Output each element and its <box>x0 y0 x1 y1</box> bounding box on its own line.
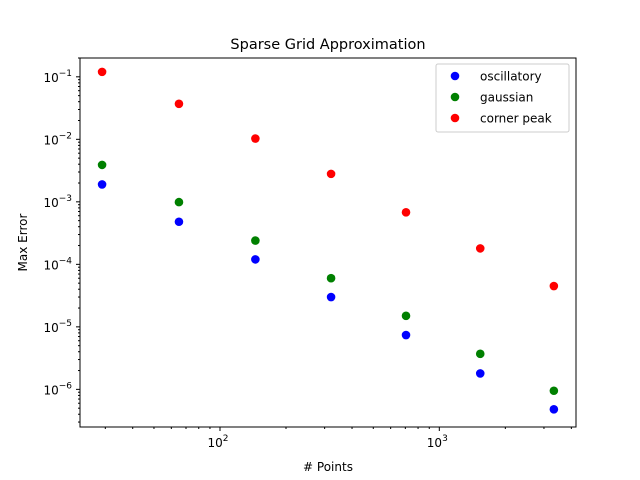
data-point <box>174 217 184 227</box>
data-point <box>549 281 559 291</box>
data-point <box>251 255 260 264</box>
data-point <box>549 404 559 414</box>
y-tick-label: 10−3 <box>43 194 72 210</box>
data-point <box>401 208 411 217</box>
data-point <box>549 386 559 396</box>
data-point <box>251 236 260 245</box>
y-tick-label-base: 10 <box>43 383 58 397</box>
y-tick-label-base: 10 <box>43 196 58 210</box>
data-point <box>326 169 336 179</box>
y-tick-label: 10−2 <box>43 131 72 147</box>
x-tick-label: 102 <box>207 434 228 450</box>
x-axis-title: # Points <box>303 460 353 474</box>
legend-marker <box>450 113 460 123</box>
y-tick-label-exp: −5 <box>59 319 72 329</box>
series-oscillatory <box>97 180 559 414</box>
x-tick-label: 103 <box>427 434 448 450</box>
axes-frame <box>79 57 577 428</box>
data-point <box>97 180 107 189</box>
y-tick-label-base: 10 <box>43 71 58 85</box>
y-tick-label: 10−5 <box>43 319 72 335</box>
data-point <box>326 273 336 283</box>
chart-title: Sparse Grid Approximation <box>230 37 425 53</box>
data-point <box>475 369 485 378</box>
y-tick-label-exp: −6 <box>59 381 73 391</box>
y-tick-label: 10−6 <box>43 381 72 397</box>
x-tick-label-exp: 3 <box>442 434 448 444</box>
plot-area <box>97 67 559 414</box>
y-tick-label: 10−4 <box>43 256 72 272</box>
legend-frame <box>435 63 570 133</box>
legend-label: oscillatory <box>480 70 542 84</box>
legend-marker <box>450 92 460 102</box>
data-point <box>97 67 107 77</box>
y-tick-label-exp: −1 <box>59 69 72 79</box>
legend-label: corner peak <box>480 112 552 126</box>
series-gaussian <box>97 160 559 396</box>
legend-label: gaussian <box>480 91 533 105</box>
y-axis: 10−110−210−310−410−510−6 <box>43 57 80 423</box>
y-tick-label-exp: −3 <box>59 194 72 204</box>
y-tick-label-base: 10 <box>43 133 58 147</box>
data-point <box>326 292 336 302</box>
y-tick-label-base: 10 <box>43 321 58 335</box>
data-point <box>251 134 260 143</box>
y-tick-label: 10−1 <box>43 69 72 85</box>
data-point <box>401 311 411 321</box>
y-axis-title: Max Error <box>16 213 30 271</box>
x-tick-label-base: 10 <box>207 436 222 450</box>
x-tick-label-exp: 2 <box>223 434 229 444</box>
legend: oscillatory gaussian corner peak <box>435 63 570 133</box>
y-tick-label-base: 10 <box>43 258 58 272</box>
data-point <box>174 197 184 207</box>
data-point <box>475 349 485 359</box>
data-point <box>97 160 107 170</box>
data-point <box>174 99 184 109</box>
series-corner-peak <box>97 67 559 291</box>
x-axis: 102 103 <box>104 427 572 450</box>
y-tick-label-exp: −2 <box>59 131 72 141</box>
data-point <box>401 330 411 340</box>
legend-marker <box>450 71 460 81</box>
x-tick-label-base: 10 <box>427 436 442 450</box>
data-point <box>475 244 485 253</box>
y-tick-label-exp: −4 <box>59 256 73 266</box>
